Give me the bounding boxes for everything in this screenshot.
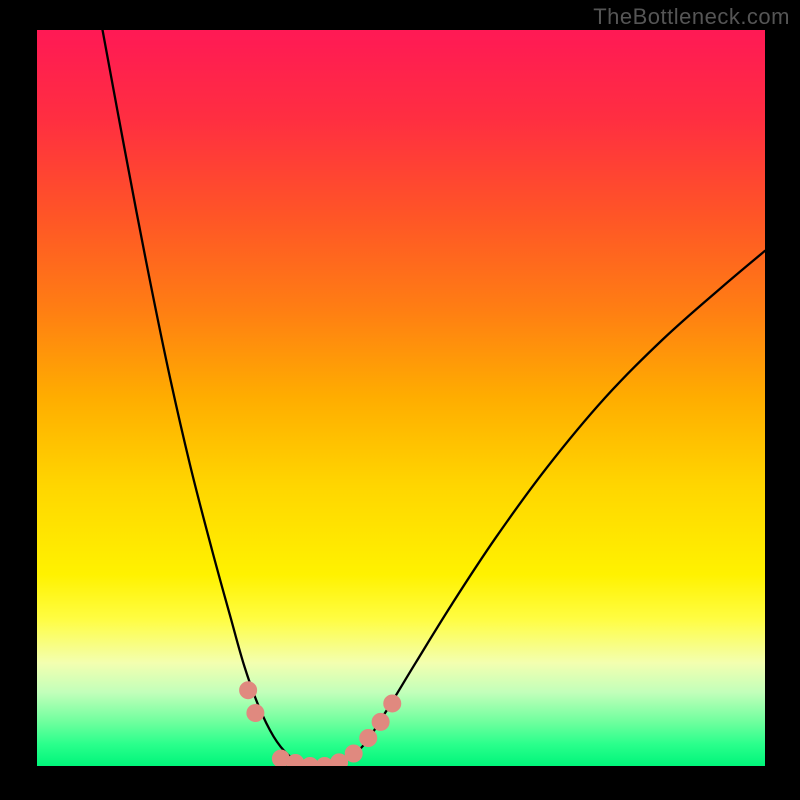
chart-container: TheBottleneck.com <box>0 0 800 800</box>
curve-marker <box>240 682 257 699</box>
bottleneck-curve-chart <box>0 0 800 800</box>
curve-marker <box>247 705 264 722</box>
gradient-background <box>37 30 765 766</box>
curve-marker <box>384 695 401 712</box>
curve-marker <box>345 745 362 762</box>
plot-svg-wrapper <box>0 0 800 800</box>
curve-marker <box>331 754 348 771</box>
curve-marker <box>287 755 304 772</box>
watermark-text: TheBottleneck.com <box>593 4 790 30</box>
curve-marker <box>372 713 389 730</box>
curve-marker <box>360 730 377 747</box>
